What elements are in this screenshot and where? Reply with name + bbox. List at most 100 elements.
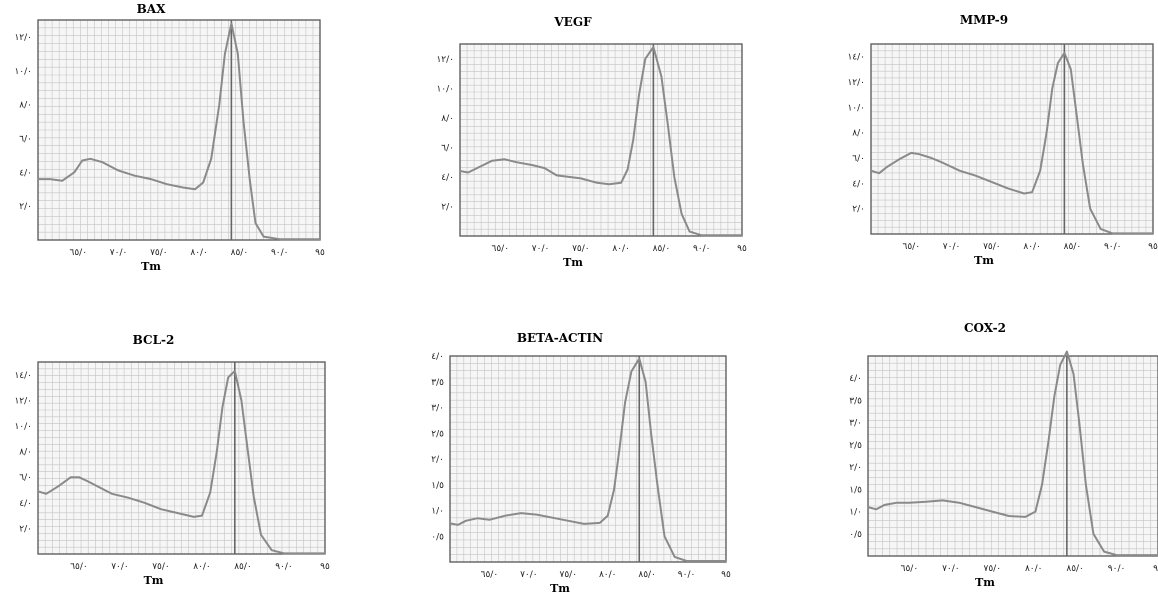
x-tick-label: ٦٥/٠ [70,248,88,258]
y-tick-label: ١/٥ [431,481,444,491]
x-tick-label: ٩٠/٠ [1104,242,1122,252]
y-tick-label: ٣/٥ [849,396,862,406]
x-tick-label: ٨٥/٠ [1064,242,1082,252]
chart-panel-bax: ٦٥/٠ ٧٠/٠ ٧٥/٠ ٨٠/٠ ٨٥/٠ ٩٠/٠ ٩٥ ٢/٠ ٤/٠ ٦/٠ ٨/٠ ١٠… [0,0,325,290]
grid [449,355,727,563]
y-tick-label: ٢/٠ [441,202,454,212]
chart-panel-mmp9: ٦٥/٠ ٧٠/٠ ٧٥/٠ ٨٠/٠ ٨٥/٠ ٩٠/٠ ٩٥ ٢/٠ ٤/٠ ٦/٠ ٨/٠ ١٠… [820,0,1158,290]
y-tick-label: ٣/٥ [431,378,444,388]
y-tick-label: ٢/٠ [19,202,32,212]
y-tick-label: ١٢/٠ [436,55,454,65]
x-tick-label: ٦٥/٠ [492,244,510,254]
y-tick-label: ٤/٠ [431,352,444,362]
x-tick-label: ٧٠/٠ [943,242,961,252]
x-tick-label: ٨٥/٠ [653,244,671,254]
x-tick-label: ٧٠/٠ [520,570,538,580]
y-tick-label: ٢/٠ [431,455,444,465]
melt-curve-line [37,370,326,555]
x-tick-label: ٩٥ [1148,242,1158,252]
chart-svg: ٦٥/٠ ٧٠/٠ ٧٥/٠ ٨٠/٠ ٨٥/٠ ٩٠/٠ ٩٥ ٢/٠ ٤/٠ ٦/٠ ٨/٠ ١٠… [14,333,330,587]
x-tick-label: ٨٠/٠ [193,562,211,572]
y-tick-label: ٢/٠ [849,463,862,473]
grid [37,19,321,241]
y-tick-label: ٦/٠ [441,143,454,153]
x-tick-label: ٨٠/٠ [612,244,630,254]
x-tick-label: ٧٠/٠ [111,562,129,572]
chart-panel-beta-actin: ٦٥/٠ ٧٠/٠ ٧٥/٠ ٨٠/٠ ٨٥/٠ ٩٠/٠ ٩٥ ٠/٥ ١/٠ ١/٥ ٢/٠ ٢/… [410,300,731,595]
chart-svg: ٦٥/٠ ٧٠/٠ ٧٥/٠ ٨٠/٠ ٨٥/٠ ٩٠/٠ ٩٥ ٠/٥ ١/٠ ١/٥ ٢/٠ ٢/… [849,321,1158,589]
x-tick-label: ٧٥/٠ [984,564,1002,574]
x-tick-label: ٨٠/٠ [190,248,208,258]
x-tick-label: ٨٠/٠ [599,570,617,580]
x-tick-label: ٨٥/٠ [1066,564,1084,574]
x-tick-label: ٩٥ [721,570,731,580]
chart-title: MMP-9 [960,13,1008,27]
melt-curve-line [870,51,1154,235]
grid [459,43,743,237]
x-tick-label: ٦٥/٠ [903,242,921,252]
chart-title: VEGF [553,15,592,29]
x-tick-label: ٨٠/٠ [1025,564,1043,574]
x-tick-label: ٩٥ [1153,564,1158,574]
y-tick-label: ١٠/٠ [14,67,32,77]
chart-title: BETA-ACTIN [517,331,603,345]
x-tick-label: ٩٥ [320,562,330,572]
y-tick-label: ٠/٥ [849,530,862,540]
y-tick-label: ٨/٠ [441,114,454,124]
x-tick-label: ٧٥/٠ [983,242,1001,252]
y-tick-label: ١٠/٠ [436,84,454,94]
y-tick-label: ٢/٠ [19,524,32,534]
melt-curve-line [867,350,1158,557]
y-tick-label: ٢/٥ [849,441,862,451]
grid [37,361,326,555]
y-tick-label: ١٤/٠ [847,53,865,63]
y-tick-label: ١/٠ [849,508,862,518]
x-tick-label: ٧٥/٠ [572,244,590,254]
x-tick-label: ٩٠/٠ [271,248,289,258]
x-tick-label: ٧٠/٠ [110,248,128,258]
y-tick-label: ٦/٠ [19,473,32,483]
y-tick-label: ١٢/٠ [14,33,32,43]
x-tick-label: ٦٥/٠ [70,562,88,572]
x-axis-label: Tm [975,576,995,589]
melt-curve-line [449,357,727,562]
y-tick-label: ١٢/٠ [847,78,865,88]
chart-panel-vegf: ٦٥/٠ ٧٠/٠ ٧٥/٠ ٨٠/٠ ٨٥/٠ ٩٠/٠ ٩٥ ٢/٠ ٤/٠ ٦/٠ ٨/٠ ١٠… [420,0,747,290]
x-tick-label: ٨٥/٠ [231,248,249,258]
x-tick-label: ٦٥/٠ [481,570,499,580]
x-tick-label: ٦٥/٠ [901,564,919,574]
chart-title: BCL-2 [133,333,175,347]
x-axis-label: Tm [144,574,164,587]
y-tick-label: ٣/٠ [849,419,862,429]
chart-svg: ٦٥/٠ ٧٠/٠ ٧٥/٠ ٨٠/٠ ٨٥/٠ ٩٠/٠ ٩٥ ٢/٠ ٤/٠ ٦/٠ ٨/٠ ١٠… [436,15,747,269]
melt-curve-line [459,46,743,237]
chart-svg: ٦٥/٠ ٧٠/٠ ٧٥/٠ ٨٠/٠ ٨٥/٠ ٩٠/٠ ٩٥ ٢/٠ ٤/٠ ٦/٠ ٨/٠ ١٠… [14,2,325,273]
plot-frame [449,355,727,563]
x-tick-label: ٧٥/٠ [150,248,168,258]
x-tick-label: ٩٥ [315,248,325,258]
y-tick-label: ٨/٠ [852,129,865,139]
y-tick-label: ١٢/٠ [14,396,32,406]
plot-frame [37,361,326,555]
x-tick-label: ٨٥/٠ [638,570,656,580]
y-tick-label: ٠/٥ [431,532,444,542]
plot-frame [459,43,743,237]
plot-frame [867,355,1158,557]
y-tick-label: ٨/٠ [19,448,32,458]
x-tick-label: ٩٥ [737,244,747,254]
y-tick-label: ١٠/٠ [14,422,32,432]
grid [870,43,1154,235]
y-tick-label: ٤/٠ [441,173,454,183]
y-tick-label: ٤/٠ [852,179,865,189]
y-tick-label: ٤/٠ [849,374,862,384]
y-tick-label: ٤/٠ [19,168,32,178]
x-axis-label: Tm [563,256,583,269]
chart-panel-cox2: ٦٥/٠ ٧٠/٠ ٧٥/٠ ٨٠/٠ ٨٥/٠ ٩٠/٠ ٩٥ ٠/٥ ١/٠ ١/٥ ٢/٠ ٢/… [830,300,1158,590]
y-tick-label: ٤/٠ [19,499,32,509]
x-axis-label: Tm [141,260,161,273]
chart-svg: ٦٥/٠ ٧٠/٠ ٧٥/٠ ٨٠/٠ ٨٥/٠ ٩٠/٠ ٩٥ ٢/٠ ٤/٠ ٦/٠ ٨/٠ ١٠… [847,13,1158,267]
x-tick-label: ٧٥/٠ [560,570,578,580]
x-tick-label: ٩٠/٠ [678,570,696,580]
x-axis-label: Tm [550,582,570,595]
chart-svg: ٦٥/٠ ٧٠/٠ ٧٥/٠ ٨٠/٠ ٨٥/٠ ٩٠/٠ ٩٥ ٠/٥ ١/٠ ١/٥ ٢/٠ ٢/… [431,331,731,595]
